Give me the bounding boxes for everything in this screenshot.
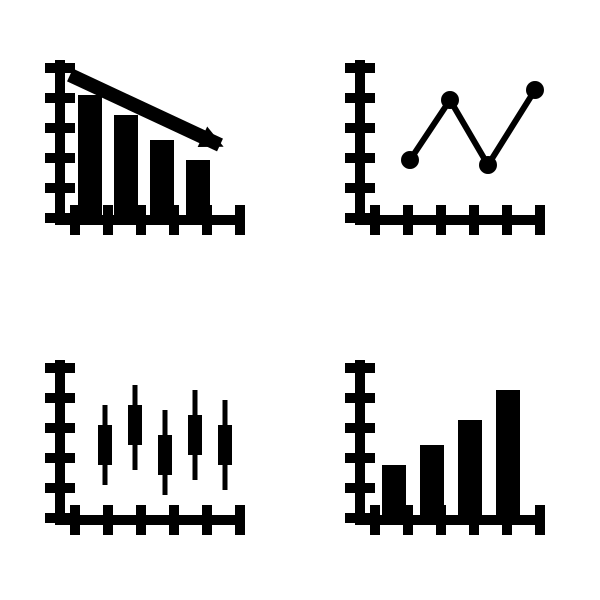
line-chart-svg <box>340 50 560 250</box>
candlestick-svg <box>40 350 260 550</box>
bar-down-icon <box>0 0 300 300</box>
bar-down-svg <box>40 50 260 250</box>
chart-icon-grid <box>0 0 600 600</box>
bar-up-icon <box>300 300 600 600</box>
line-chart-icon <box>300 0 600 300</box>
candlestick-icon <box>0 300 300 600</box>
bar-up-svg <box>340 350 560 550</box>
